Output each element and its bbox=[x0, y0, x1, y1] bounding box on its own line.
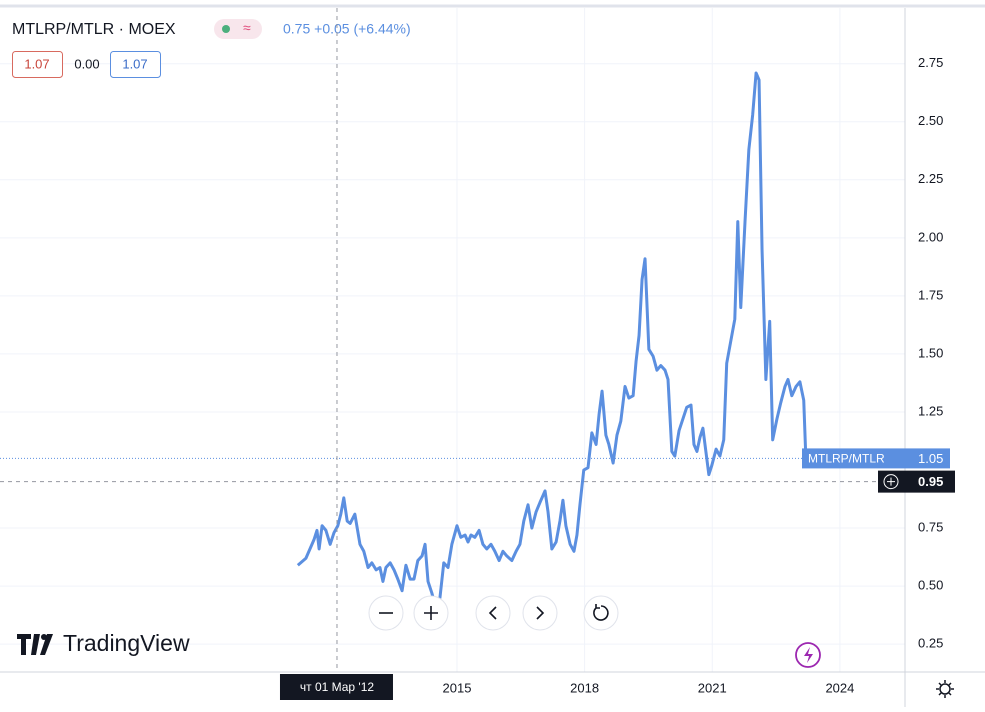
crosshair-x-box bbox=[279, 674, 393, 700]
crosshair-y-label: 0.95 bbox=[918, 474, 943, 489]
gear-teeth bbox=[936, 680, 954, 698]
last-price-name: MTLRP/MTLR bbox=[808, 452, 885, 466]
crosshair-plus-icon bbox=[887, 477, 895, 486]
y-tick-label: 2.50 bbox=[918, 113, 943, 128]
y-tick-label: 0.75 bbox=[918, 519, 943, 534]
input-value: 1.07 bbox=[122, 56, 147, 71]
symbol-title: MTLRP/MTLR · MOEX bbox=[12, 21, 176, 38]
last-price-name-box bbox=[802, 448, 905, 469]
y-tick-label: 0.25 bbox=[918, 636, 943, 651]
last-price-box bbox=[905, 448, 950, 469]
reset-icon bbox=[593, 604, 609, 621]
input-box[interactable] bbox=[110, 51, 161, 78]
lightning-icon bbox=[804, 647, 813, 663]
reset-button[interactable] bbox=[583, 595, 619, 631]
y-tick-label: 2.00 bbox=[918, 229, 943, 244]
input-value: 1.07 bbox=[24, 56, 49, 71]
settings-icon[interactable] bbox=[936, 680, 954, 698]
status-icon: ≈ bbox=[243, 20, 251, 36]
control-icons bbox=[379, 604, 609, 621]
logo-icon bbox=[17, 634, 40, 655]
status-dot bbox=[222, 25, 230, 33]
status-pill bbox=[214, 19, 262, 39]
y-tick-label: 0.50 bbox=[918, 578, 943, 593]
plus-icon bbox=[424, 606, 438, 620]
input-value: 0.00 bbox=[74, 56, 99, 71]
y-tick-label: 2.25 bbox=[918, 171, 943, 186]
logo-icon bbox=[40, 634, 53, 655]
y-tick-label: 1.75 bbox=[918, 287, 943, 302]
scroll-left-button[interactable] bbox=[475, 595, 511, 631]
last-price-label: 1.05 bbox=[918, 451, 943, 466]
x-tick-label: 2018 bbox=[570, 680, 599, 695]
input-box[interactable] bbox=[12, 51, 63, 78]
grid bbox=[0, 8, 905, 672]
crosshair-y-box bbox=[878, 470, 955, 493]
x-tick-label: 2015 bbox=[443, 680, 472, 695]
right-icon bbox=[536, 606, 545, 620]
x-tick-label: 2024 bbox=[825, 680, 854, 695]
x-tick-label: 2021 bbox=[698, 680, 727, 695]
gear bbox=[939, 683, 951, 695]
y-tick-label: 1.25 bbox=[918, 403, 943, 418]
logo-text: TradingView bbox=[63, 630, 190, 656]
quote: 0.75 +0.05 (+6.44%) bbox=[283, 21, 411, 37]
crosshair-plus bbox=[883, 474, 899, 490]
y-tick-label: 1.50 bbox=[918, 345, 943, 360]
left-icon bbox=[488, 606, 497, 620]
crosshair-x-label: чт 01 Мар '12 bbox=[300, 680, 375, 694]
price-line bbox=[296, 71, 808, 611]
plot bbox=[0, 71, 905, 611]
scroll-right-button[interactable] bbox=[522, 595, 558, 631]
y-tick-label: 2.75 bbox=[918, 55, 943, 70]
logo: TradingView bbox=[17, 630, 190, 656]
